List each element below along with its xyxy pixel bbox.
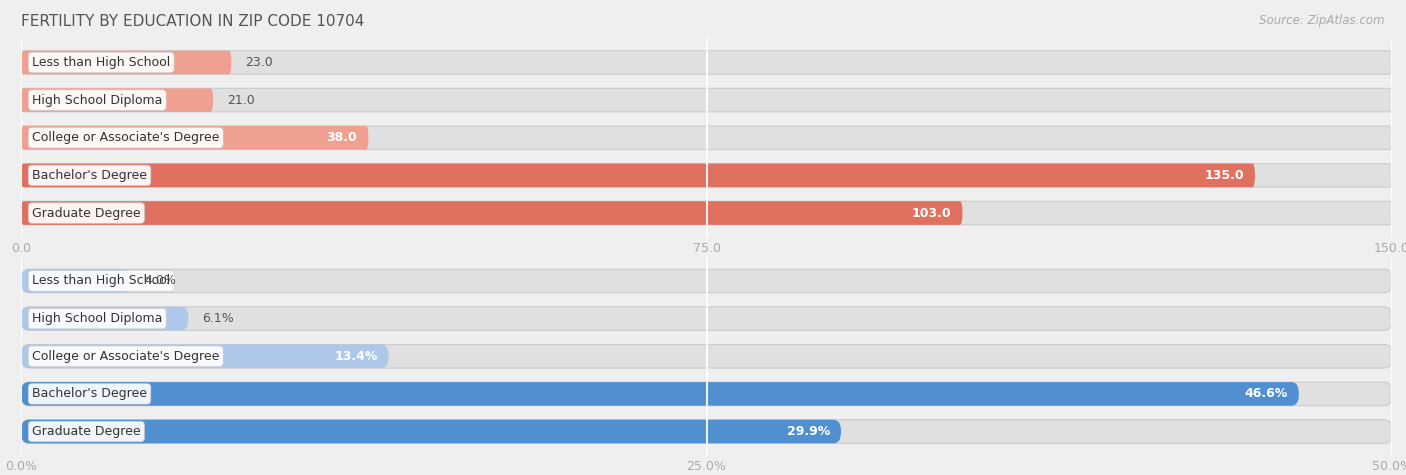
- FancyBboxPatch shape: [21, 51, 232, 74]
- Text: College or Associate's Degree: College or Associate's Degree: [32, 131, 219, 144]
- Text: College or Associate's Degree: College or Associate's Degree: [32, 350, 219, 363]
- FancyBboxPatch shape: [21, 126, 368, 150]
- Text: 29.9%: 29.9%: [786, 425, 830, 438]
- Text: Bachelor's Degree: Bachelor's Degree: [32, 169, 148, 182]
- Text: Bachelor's Degree: Bachelor's Degree: [32, 388, 148, 400]
- FancyBboxPatch shape: [21, 307, 1392, 331]
- Text: 46.6%: 46.6%: [1244, 388, 1288, 400]
- Text: 4.0%: 4.0%: [145, 275, 176, 287]
- Text: 103.0: 103.0: [912, 207, 952, 219]
- Text: Source: ZipAtlas.com: Source: ZipAtlas.com: [1260, 14, 1385, 27]
- FancyBboxPatch shape: [21, 126, 1392, 150]
- Text: 23.0: 23.0: [245, 56, 273, 69]
- FancyBboxPatch shape: [21, 88, 1392, 112]
- FancyBboxPatch shape: [21, 163, 1256, 187]
- Text: Less than High School: Less than High School: [32, 56, 170, 69]
- FancyBboxPatch shape: [21, 269, 1392, 293]
- FancyBboxPatch shape: [21, 88, 214, 112]
- Text: 38.0: 38.0: [326, 131, 357, 144]
- FancyBboxPatch shape: [21, 307, 188, 331]
- Text: Graduate Degree: Graduate Degree: [32, 207, 141, 219]
- Text: 21.0: 21.0: [226, 94, 254, 106]
- FancyBboxPatch shape: [21, 382, 1392, 406]
- Text: Graduate Degree: Graduate Degree: [32, 425, 141, 438]
- FancyBboxPatch shape: [21, 420, 1392, 443]
- FancyBboxPatch shape: [21, 201, 1392, 225]
- Text: 6.1%: 6.1%: [202, 312, 233, 325]
- Text: High School Diploma: High School Diploma: [32, 312, 163, 325]
- Text: 13.4%: 13.4%: [335, 350, 377, 363]
- FancyBboxPatch shape: [21, 420, 841, 443]
- Text: High School Diploma: High School Diploma: [32, 94, 163, 106]
- FancyBboxPatch shape: [21, 51, 1392, 74]
- FancyBboxPatch shape: [21, 344, 388, 368]
- FancyBboxPatch shape: [21, 201, 963, 225]
- FancyBboxPatch shape: [21, 382, 1299, 406]
- FancyBboxPatch shape: [21, 163, 1392, 187]
- Text: FERTILITY BY EDUCATION IN ZIP CODE 10704: FERTILITY BY EDUCATION IN ZIP CODE 10704: [21, 14, 364, 29]
- Text: 135.0: 135.0: [1205, 169, 1244, 182]
- Text: Less than High School: Less than High School: [32, 275, 170, 287]
- FancyBboxPatch shape: [21, 344, 1392, 368]
- FancyBboxPatch shape: [21, 269, 131, 293]
